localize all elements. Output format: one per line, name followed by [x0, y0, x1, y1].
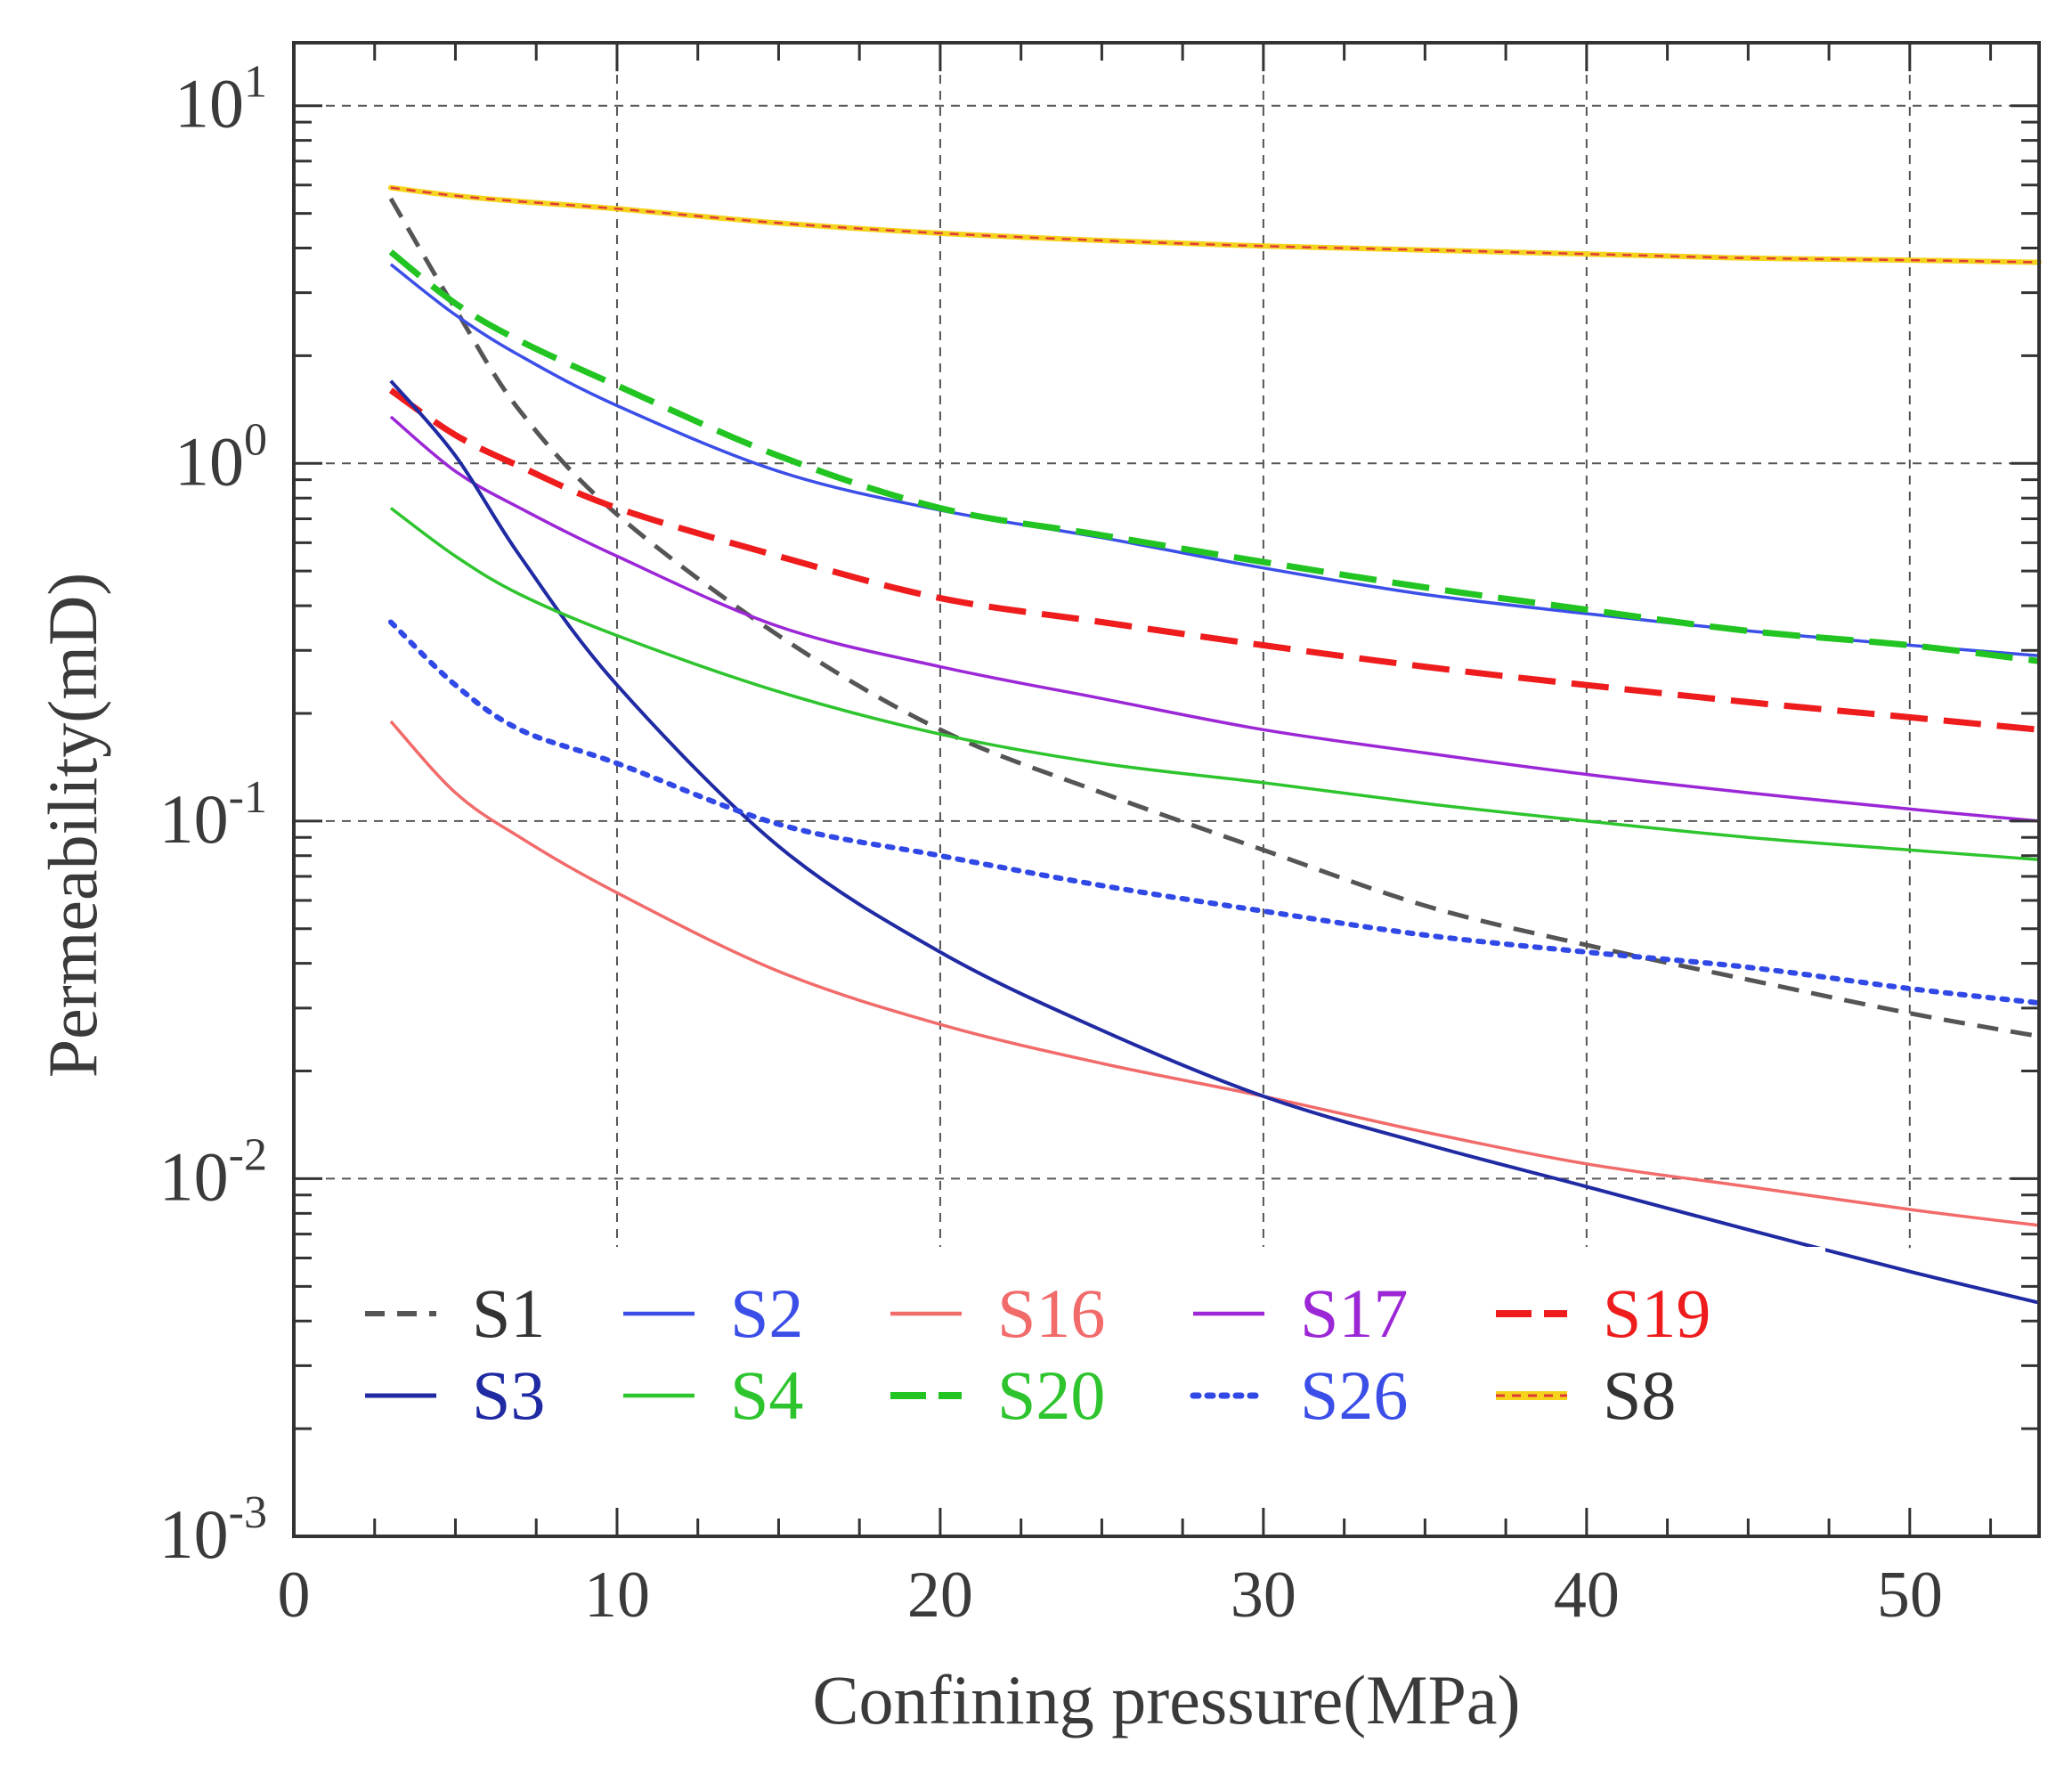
legend-label: S16	[997, 1274, 1105, 1352]
legend-label: S20	[997, 1356, 1105, 1434]
legend-item-s26: S26	[1190, 1356, 1408, 1434]
plot-frame	[292, 41, 2041, 1538]
legend-label: S2	[730, 1274, 803, 1352]
legend-label: S3	[472, 1356, 545, 1434]
y-tick-label: 10-2	[159, 1129, 267, 1215]
legend-item-s2: S2	[623, 1274, 803, 1352]
x-tick-label: 20	[907, 1559, 973, 1632]
series-line-s1	[388, 197, 2040, 1039]
legend-item-s20: S20	[890, 1356, 1105, 1434]
legend-label: S1	[472, 1274, 545, 1352]
legend-item-s4: S4	[623, 1356, 803, 1434]
y-tick-label: 101	[175, 57, 267, 142]
data-series	[387, 184, 2042, 1305]
y-tick-label: 100	[175, 414, 267, 500]
x-axis-title: Confining pressure(MPa)	[812, 1661, 1520, 1738]
legend-item-s8: S8	[1496, 1356, 1676, 1434]
x-tick-label: 30	[1231, 1559, 1296, 1632]
y-axis-title: Permeability(mD)	[34, 573, 111, 1079]
x-tick-label: 40	[1554, 1559, 1620, 1632]
series-line-s19	[388, 387, 2040, 733]
series-line-s3	[389, 379, 2040, 1305]
legend-label: S26	[1300, 1356, 1408, 1434]
series-line-s16	[389, 720, 2040, 1227]
series-line-s4	[389, 507, 2040, 861]
legend-label: S4	[730, 1356, 803, 1434]
tick-labels: 0 10 20 30 40 50 101 100 10-1 10-2 10-3	[159, 57, 1943, 1632]
x-tick-label: 0	[278, 1559, 311, 1632]
legend-item-s17: S17	[1193, 1274, 1408, 1352]
legend-background	[329, 1247, 1825, 1470]
series-line-s26	[387, 619, 2042, 1006]
legend-item-s3: S3	[365, 1356, 545, 1434]
legend-item-s16: S16	[890, 1274, 1105, 1352]
series-line-s8-accent	[390, 186, 2040, 264]
x-tick-label: 50	[1877, 1559, 1943, 1632]
series-line-s20	[388, 249, 2040, 664]
series-line-s17	[389, 415, 2040, 823]
legend-item-s1: S1	[365, 1274, 545, 1352]
x-tick-label: 10	[584, 1559, 650, 1632]
legend-label: S17	[1300, 1274, 1408, 1352]
legend: S1 S2 S16 S17 S19 S3 S4 S20 S26 S8	[365, 1274, 1710, 1434]
y-tick-label: 10-1	[159, 772, 267, 858]
y-tick-label: 10-3	[159, 1487, 267, 1573]
axis-ticks	[294, 43, 2039, 1538]
legend-item-s19: S19	[1496, 1274, 1710, 1352]
legend-label: S8	[1603, 1356, 1676, 1434]
legend-label: S19	[1603, 1274, 1710, 1352]
